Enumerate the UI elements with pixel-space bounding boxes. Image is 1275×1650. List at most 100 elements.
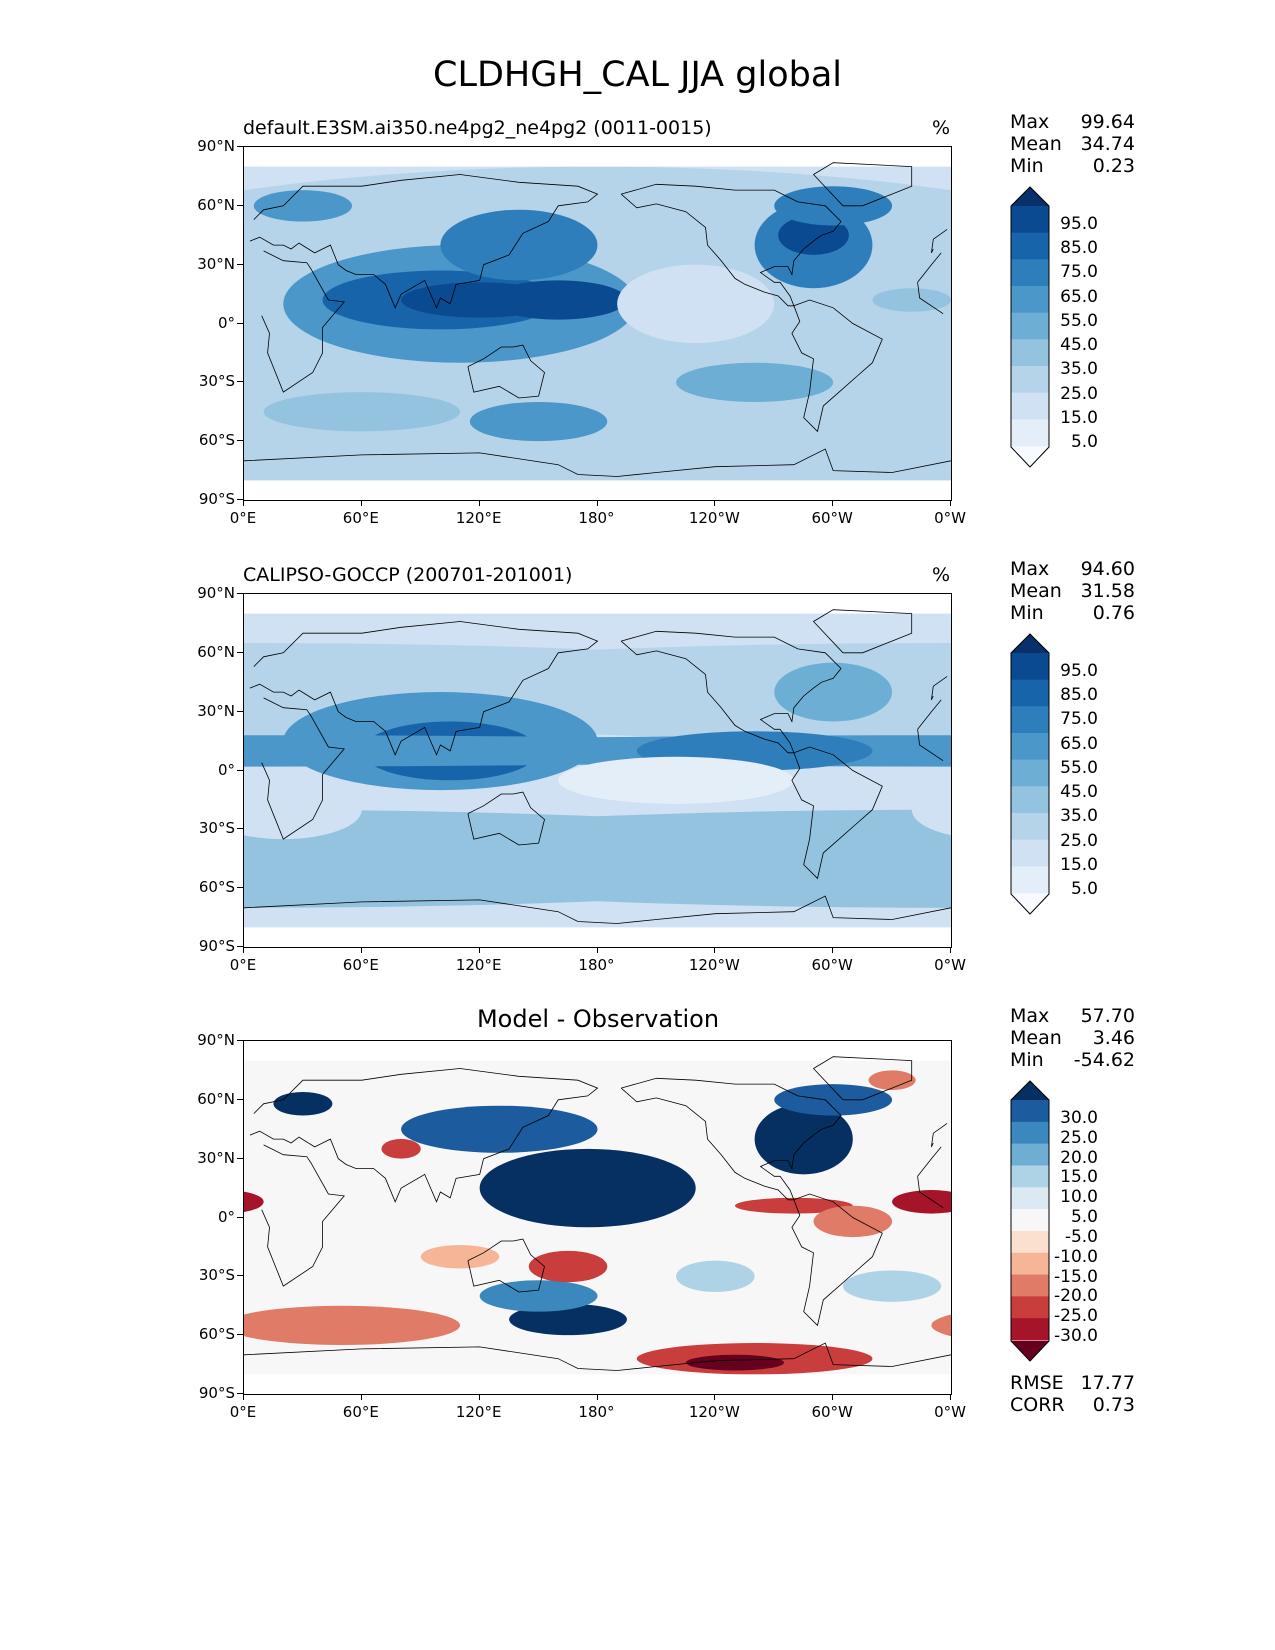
lon-tick-label: 120°W [688, 509, 740, 527]
colorbar-label: 5.0 [1070, 879, 1098, 899]
lon-tick-label: 120°E [455, 956, 502, 974]
colorbar-extend-max [1011, 1081, 1049, 1100]
colorbar-segment [1011, 1121, 1049, 1145]
colorbar-label: 20.0 [1060, 1147, 1098, 1168]
lat-tick-label: 60°S [198, 1325, 235, 1344]
stat-value: 34.74 [1080, 133, 1135, 155]
stat-name: Min [1010, 1049, 1044, 1071]
colorbar-label: 25.0 [1060, 830, 1098, 851]
colorbar-label: 85.0 [1060, 238, 1098, 259]
lat-tick-label: 90°N [197, 1031, 235, 1049]
colorbar-segment [1011, 706, 1049, 734]
lon-tick-label: 120°W [688, 956, 740, 974]
lon-tick-mark [832, 1394, 834, 1400]
colorbar-scale [1010, 633, 1050, 915]
colorbar-segment [1011, 286, 1049, 314]
lon-tick-label: 0°E [229, 1403, 257, 1421]
lon-tick-mark [243, 1394, 244, 1400]
colorbar-segment [1011, 312, 1049, 340]
map-plot [243, 146, 952, 501]
colorbar-segment [1011, 1143, 1049, 1166]
stat-row: Min 0.76 [1010, 602, 1135, 624]
stat-value: 0.73 [1092, 1394, 1135, 1416]
stat-row: Mean 3.46 [1010, 1027, 1135, 1049]
stat-row: Min 0.23 [1010, 155, 1135, 177]
colorbar-label: 75.0 [1060, 709, 1098, 730]
colorbar-segment [1011, 419, 1049, 447]
lat-tick-mark [237, 651, 243, 653]
colorbar-segment [1011, 1230, 1049, 1254]
colorbar-label: 45.0 [1060, 782, 1098, 803]
colorbar-segment [1011, 259, 1049, 287]
colorbar-label: -20.0 [1054, 1286, 1098, 1307]
lat-tick-mark [237, 204, 243, 206]
lat-tick-mark [237, 1040, 243, 1041]
colorbar-extend-max [1011, 187, 1049, 206]
colorbar-scale [1010, 186, 1050, 468]
lon-tick-label: 60°W [811, 956, 853, 974]
lat-tick-mark [237, 1334, 243, 1336]
lat-tick-label: 60°S [198, 878, 235, 897]
colorbar-label: 55.0 [1060, 757, 1098, 778]
stat-row: Max 99.64 [1010, 111, 1135, 133]
lat-tick-label: 30°N [197, 254, 235, 273]
stat-name: Max [1010, 1005, 1050, 1027]
lon-tick-mark [478, 1394, 480, 1400]
lon-tick-label: 180° [578, 1403, 615, 1421]
colorbar-segment [1011, 733, 1049, 761]
colorbar-label: 10.0 [1060, 1187, 1098, 1208]
lat-tick-label: 30°S [198, 372, 235, 391]
lat-tick-mark [237, 710, 243, 712]
colorbar-label: -15.0 [1054, 1266, 1098, 1287]
stat-value: 94.60 [1080, 558, 1135, 580]
lat-tick-label: 0° [217, 1207, 235, 1226]
stat-value: 57.70 [1080, 1005, 1135, 1027]
lon-tick-label: 60°E [342, 1403, 379, 1421]
stat-row: Max 94.60 [1010, 558, 1135, 580]
lon-tick-label: 0°E [229, 509, 257, 527]
lon-tick-label: 0°W [934, 956, 966, 974]
unit-label: % [932, 117, 951, 139]
colorbar-label: 65.0 [1060, 733, 1098, 754]
lon-tick-label: 120°E [455, 509, 502, 527]
lat-tick-mark [237, 887, 243, 889]
lat-tick-label: 60°N [197, 642, 235, 661]
colorbar-label: 5.0 [1070, 432, 1098, 452]
lon-tick-mark [478, 947, 480, 953]
colorbar-segment [1011, 759, 1049, 787]
colorbar-label: 85.0 [1060, 685, 1098, 706]
colorbar-segment [1011, 839, 1049, 867]
lat-tick-label: 90°S [198, 490, 235, 508]
colorbar-segment [1011, 392, 1049, 420]
panel-title: CALIPSO-GOCCP (200701-201001) [243, 564, 573, 586]
lon-tick-label: 180° [578, 509, 615, 527]
lat-tick-mark [237, 1157, 243, 1159]
colorbar-scale [1010, 1080, 1050, 1362]
lon-tick-mark [950, 500, 951, 506]
lon-tick-label: 180° [578, 956, 615, 974]
lon-tick-mark [832, 947, 834, 953]
lon-tick-label: 60°E [342, 956, 379, 974]
colorbar-extend-min [1011, 894, 1049, 914]
lat-tick-label: 60°N [197, 1089, 235, 1108]
colorbar-segment [1011, 1296, 1049, 1319]
colorbar-extend-min [1011, 1341, 1049, 1361]
lat-tick-label: 0° [217, 760, 235, 779]
stat-value: 99.64 [1080, 111, 1135, 133]
stats-box: Max 99.64 Mean 34.74 Min 0.23 [1010, 111, 1135, 177]
colorbar-segment [1011, 1100, 1049, 1123]
lat-tick-mark [237, 440, 243, 442]
stat-name: Min [1010, 155, 1044, 177]
colorbar-label: 15.0 [1060, 854, 1098, 875]
colorbar-segment [1011, 866, 1049, 894]
lat-tick-mark [237, 1216, 243, 1218]
colorbar [1010, 186, 1050, 472]
lon-tick-label: 60°E [342, 509, 379, 527]
colorbar-segment [1011, 653, 1049, 681]
lat-tick-label: 90°N [197, 584, 235, 602]
stat-name: Max [1010, 111, 1050, 133]
lon-tick-mark [950, 1394, 951, 1400]
lat-tick-mark [237, 1393, 243, 1394]
lat-tick-label: 90°N [197, 137, 235, 155]
lon-tick-label: 60°W [811, 1403, 853, 1421]
